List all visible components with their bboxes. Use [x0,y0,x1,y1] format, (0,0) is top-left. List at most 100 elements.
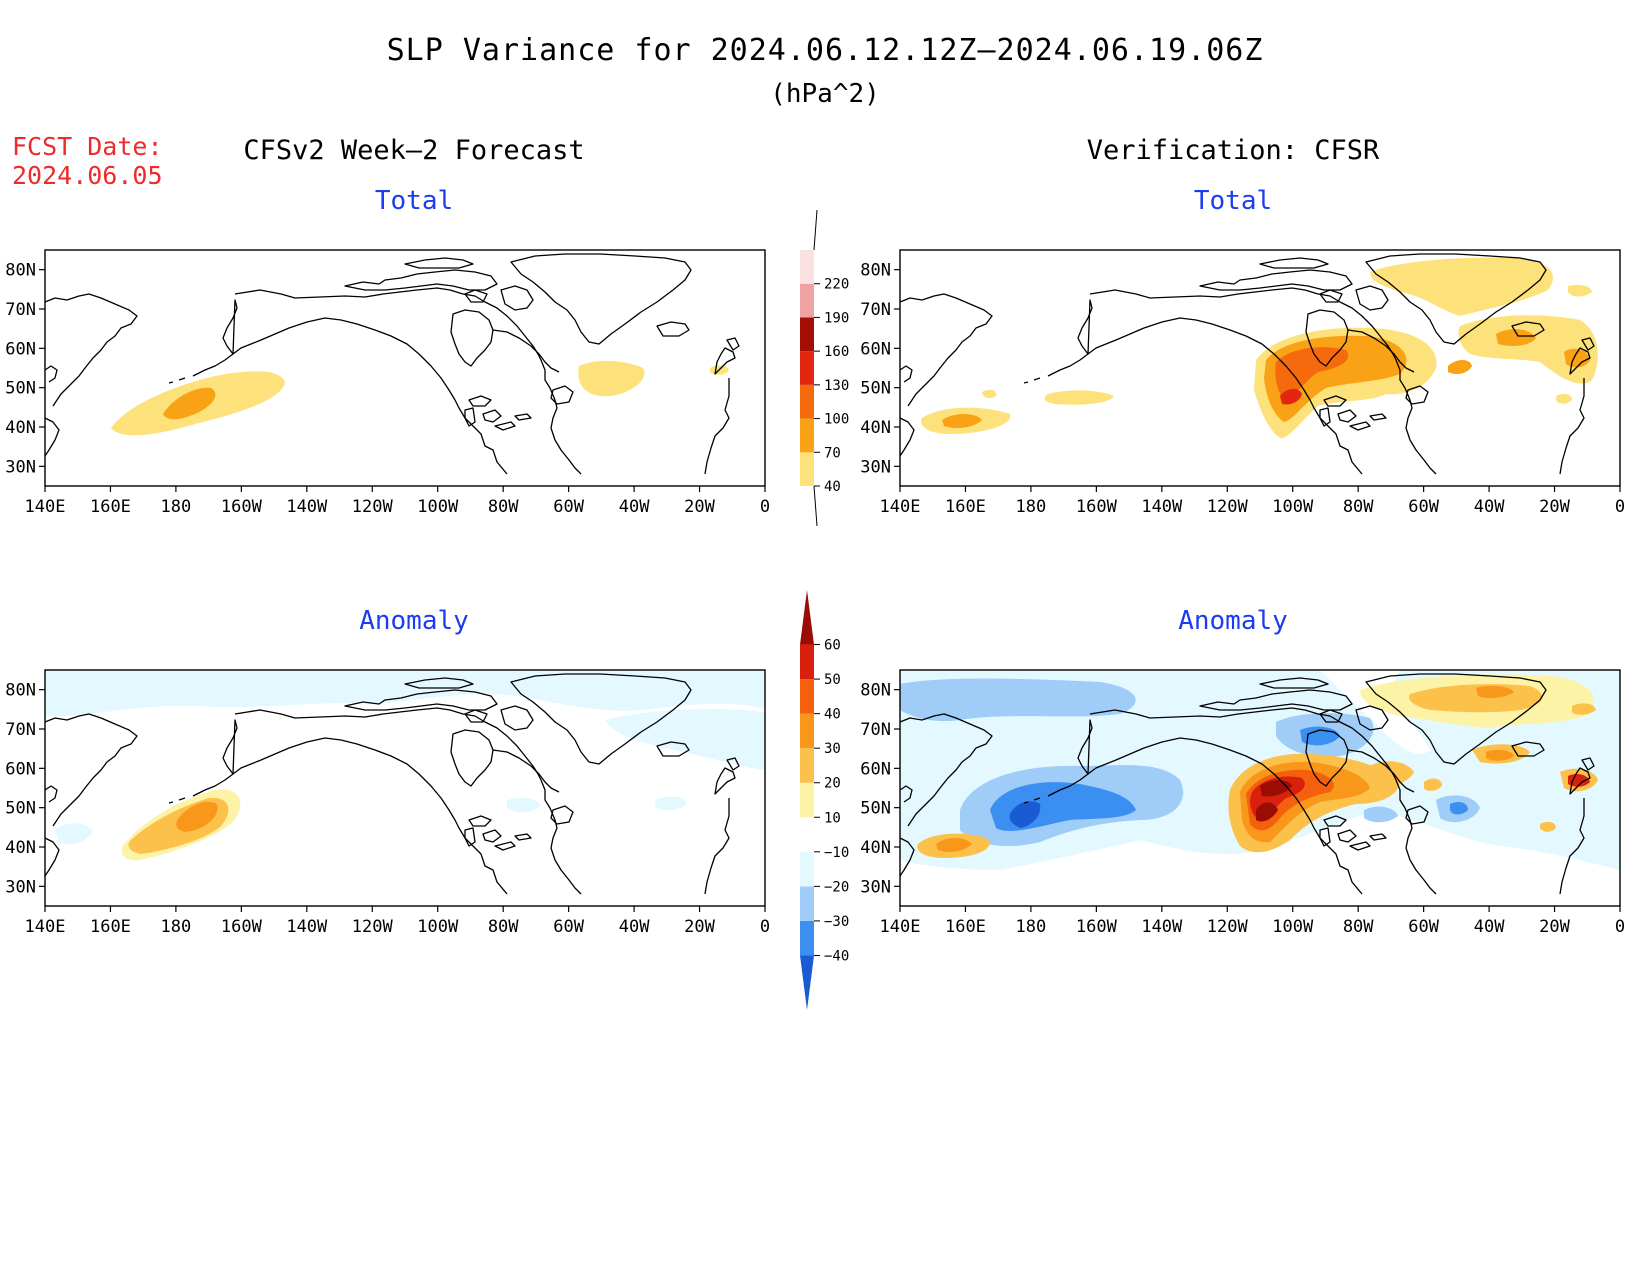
lat-tick-label: 60N [860,759,891,779]
colorbar-swatch [800,283,814,318]
colorbar-swatch [800,644,814,680]
shade-east-edge [1568,284,1592,297]
lon-tick-label: 140E [25,917,66,937]
lon-tick-label: 180 [1016,497,1047,517]
forecast-total-shading [111,360,729,436]
shade-ne-atlantic-orange [1496,329,1536,346]
shade-arctic-neg2 [900,678,1136,722]
lon-tick-label: 180 [161,917,192,937]
lon-tick-label: 100W [1272,917,1314,937]
lon-tick-label: 160E [945,917,986,937]
lat-tick-label: 50N [860,379,891,399]
verification-anomaly-title: Anomaly [1178,606,1288,636]
colorbar-label: 30 [824,741,841,757]
lon-tick-label: 140E [880,497,921,517]
shade-east-atlantic-neg [655,796,687,811]
lat-tick-label: 50N [860,799,891,819]
lon-tick-label: 140W [1141,497,1183,517]
lon-tick-label: 100W [1272,497,1314,517]
lon-tick-label: 80W [488,497,519,517]
colorbar-label: 130 [824,378,849,394]
lat-tick-label: 60N [5,339,36,359]
fcst-date-value: 2024.06.05 [12,161,163,190]
colorbar-label: 60 [824,638,841,654]
lat-tick-label: 70N [5,720,36,740]
lon-tick-label: 160E [945,497,986,517]
lon-tick-label: 140W [286,497,328,517]
fcst-date-label: FCST Date: [12,132,163,161]
shade-pacific-neg4 [1009,801,1041,828]
colorbar-label: −40 [824,948,849,964]
lon-tick-label: 0 [760,917,770,937]
lat-tick-label: 70N [860,720,891,740]
shade-north-pacific-core [163,387,216,420]
lon-tick-label: 120W [352,917,394,937]
shade-e-edge-pos [1572,703,1596,715]
shade-atlantic-pos [1424,778,1442,791]
colorbar-swatch [800,920,814,956]
shade-greenland-pos3 [1476,685,1514,699]
shade-west-pacific-neg [55,823,93,845]
verification-anomaly-shading [900,670,1620,870]
lon-tick-label: 120W [352,497,394,517]
lon-tick-label: 120W [1207,497,1249,517]
colorbar-swatch [800,713,814,749]
shade-arctic-neg [45,670,765,717]
forecast-total-map [44,249,766,487]
colorbar-label: −10 [824,845,849,861]
colorbar-label: 40 [824,479,841,495]
lat-tick-label: 30N [860,877,891,897]
colorbar-swatch [800,955,814,1010]
lon-tick-label: 160E [90,917,131,937]
lon-tick-label: 80W [1343,917,1374,937]
colorbar-swatch [800,590,814,645]
lat-tick-label: 40N [860,838,891,858]
lon-tick-label: 180 [161,497,192,517]
colorbar-swatch [800,679,814,714]
shade-atlantic-blob [1448,360,1472,374]
colorbar-label: 20 [824,776,841,792]
shade-central-pacific-2 [982,389,997,399]
units-label: (hPa^2) [770,79,880,109]
lon-tick-label: 160W [221,497,263,517]
anomaly-colorbar: −40 −30 −20 −10 10 20 30 40 50 60 [800,590,849,1010]
lat-tick-label: 80N [5,681,36,701]
forecast-total-title: Total [375,186,453,216]
lat-tick-label: 60N [860,339,891,359]
lon-tick-label: 20W [1539,917,1570,937]
lat-tick-label: 40N [860,418,891,438]
colorbar-label: 40 [824,707,841,723]
shade-sw-atlantic [1556,393,1572,404]
colorbar-label: 190 [824,310,849,326]
lon-tick-label: 60W [553,497,584,517]
shade-labrador [578,360,645,397]
lat-tick-label: 50N [5,799,36,819]
colorbar-label: 50 [824,672,841,688]
lat-tick-label: 70N [5,300,36,320]
right-column-title: Verification: CFSR [1087,135,1380,166]
lon-tick-label: 0 [1615,917,1625,937]
colorbar-bottom-tail [813,485,818,527]
colorbar-swatch [800,748,814,783]
lon-tick-label: 60W [1408,917,1439,937]
lon-tick-label: 0 [760,497,770,517]
lon-tick-label: 40W [619,917,650,937]
lat-tick-label: 80N [5,261,36,281]
colorbar-label: −20 [824,879,849,895]
lat-tick-label: 40N [5,418,36,438]
lat-tick-label: 30N [5,457,36,477]
shade-na-pos6 [1256,802,1278,822]
lon-tick-label: 160W [221,917,263,937]
lat-tick-label: 80N [860,681,891,701]
colorbar-swatch [800,250,814,284]
lon-tick-label: 160W [1076,917,1118,937]
lon-tick-label: 40W [1474,917,1505,937]
lon-tick-label: 60W [1408,497,1439,517]
lon-tick-label: 160W [1076,497,1118,517]
shade-pacific-pos3 [176,801,218,832]
colorbar-label: −30 [824,914,849,930]
lon-tick-label: 0 [1615,497,1625,517]
lat-tick-label: 50N [5,379,36,399]
lon-tick-label: 120W [1207,917,1249,937]
lon-tick-label: 140W [1141,917,1183,937]
